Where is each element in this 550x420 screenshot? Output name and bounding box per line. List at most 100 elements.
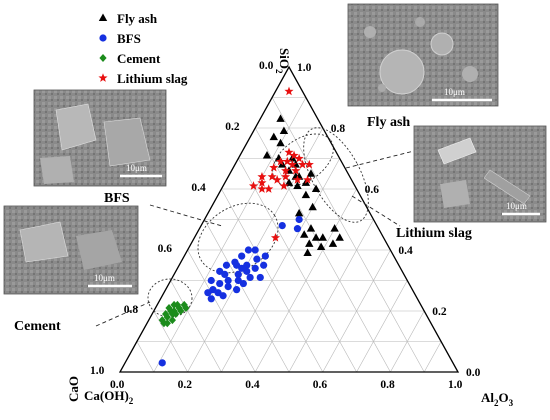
cao-tick-label: 0.8 [124, 304, 139, 316]
lithium-slag-point [281, 165, 291, 175]
fly-ash-point [308, 202, 317, 211]
cao-tick-label: 0.4 [191, 182, 206, 194]
lithium-slag-point [284, 147, 294, 157]
cement-point [165, 303, 173, 312]
bfs-point [246, 273, 254, 282]
fly-ash-point [306, 169, 316, 177]
bfs-annotation: BFS [104, 191, 130, 206]
lithium-slag-point [282, 156, 292, 166]
sio2-tick-label: 0.0 [466, 367, 481, 379]
al2o3-axis-title: Al2O3 [481, 390, 514, 408]
bfs-point [238, 264, 246, 272]
al2o3-tick-label: 0.6 [313, 379, 328, 391]
bfs-leader [149, 204, 223, 227]
fly-ash-point [276, 114, 285, 122]
caoh2-axis-title: Ca(OH)2 [84, 388, 134, 406]
fly-ash-point [293, 181, 302, 189]
al2o3-tick-label: 0.8 [380, 379, 395, 391]
cement-point [158, 316, 166, 325]
fly-ash-point [316, 242, 326, 250]
cao-tick-label: 0.0 [259, 60, 274, 72]
lithium-slag-point [294, 153, 304, 163]
bfs-point [293, 225, 302, 233]
lithium-slag-point [269, 162, 279, 172]
lithium-slag-point [257, 178, 267, 187]
legend-label: BFS [117, 31, 141, 46]
grid-line-al2o3 [221, 158, 340, 373]
lithium-slag-point [303, 175, 313, 184]
cao-tick-label: 0.6 [158, 243, 173, 255]
al2o3-tick-label: 0.2 [178, 379, 193, 391]
bfs-point [234, 270, 242, 278]
sem-cement-scale-label: 10μm [94, 273, 115, 283]
series-cement [158, 300, 190, 328]
lithium-slag-point [291, 165, 301, 175]
lithium-slag-annotation: Lithium slag [396, 226, 472, 241]
fly-ash-cluster-outline [303, 127, 369, 223]
fly-ash-point [328, 239, 338, 247]
lithium-slag-leader [351, 195, 401, 227]
cement-leader [95, 301, 151, 327]
fly-ash-annotation: Fly ash [367, 115, 410, 130]
cement-point [173, 300, 182, 309]
sio2-tick-label: 0.4 [398, 245, 413, 257]
cluster-outlines [147, 127, 369, 318]
legend-marker-cement [99, 54, 107, 62]
cement-point [182, 303, 190, 312]
bfs-cluster-outline [197, 202, 279, 274]
grid-line-cao [136, 341, 155, 373]
fly-ash-point [335, 233, 344, 241]
bfs-point [238, 252, 246, 260]
bfs-point [204, 289, 212, 297]
grid-line-al2o3 [153, 97, 307, 373]
bfs-point [222, 261, 231, 269]
bfs-point [295, 215, 303, 224]
legend-marker-lithium-slag [98, 73, 108, 82]
lithium-slag-point [289, 150, 299, 160]
cement-point [163, 319, 171, 328]
cement-point [168, 316, 176, 325]
bfs-point [158, 359, 166, 367]
cement-annotation: Cement [14, 319, 61, 334]
fly-ash-point [318, 233, 327, 241]
grid-line-al2o3 [356, 280, 408, 373]
legend: Fly ash BFS Cement Lithium slag [98, 11, 188, 86]
fly-ash-point [330, 224, 339, 232]
lithium-slag-cluster-outline [272, 133, 334, 187]
fly-ash-point [300, 230, 309, 238]
bfs-point [219, 292, 227, 300]
lithium-slag-point [270, 233, 281, 242]
sem-image-bfs: 10μm [33, 89, 167, 187]
sem-fly-ash-scale-label: 10μm [444, 87, 465, 97]
cement-point [163, 313, 171, 322]
fly-ash-point [284, 178, 294, 186]
fly-ash-point [276, 138, 285, 147]
lithium-slag-point [287, 159, 297, 169]
lithium-slag-point [257, 172, 267, 181]
sio2-axis-title: SiO2 [274, 48, 292, 74]
lithium-slag-point [281, 172, 291, 181]
lithium-slag-point [297, 159, 308, 169]
lithium-slag-point [275, 156, 286, 166]
lithium-slag-point [264, 184, 274, 193]
lithium-slag-point [292, 175, 303, 184]
fly-ash-point [269, 132, 278, 141]
grid-line-cao [187, 249, 256, 373]
sem-image-cement: 10μm [3, 205, 139, 295]
bfs-point [244, 246, 253, 254]
bfs-point [224, 276, 232, 285]
bfs-point [256, 273, 264, 282]
lithium-slag-point [272, 175, 282, 184]
sio2-tick-label: 0.6 [365, 184, 380, 196]
grid-line-cao [204, 219, 290, 373]
lithium-slag-point [257, 184, 267, 193]
sio2-tick-label: 0.2 [432, 306, 447, 318]
bfs-point [260, 261, 268, 269]
leader-lines [95, 149, 419, 327]
sem-lithium-slag-scale-label: 10μm [506, 201, 527, 211]
grid-line-al2o3 [390, 310, 425, 373]
cao-tick-label: 1.0 [90, 365, 105, 377]
bfs-point [224, 283, 232, 291]
fly-ash-point [301, 190, 311, 199]
